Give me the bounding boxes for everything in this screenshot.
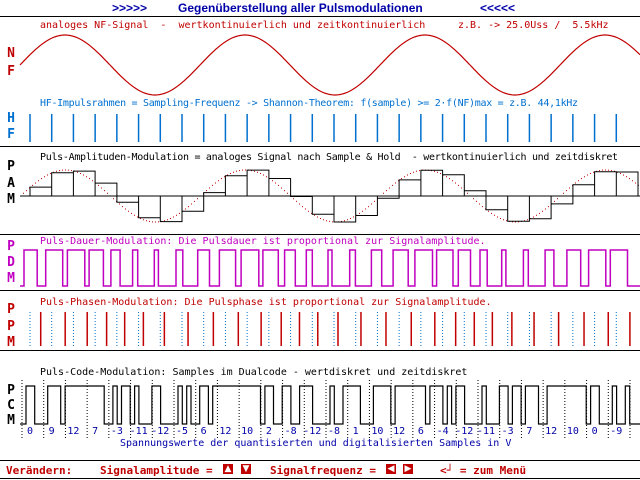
pam-label-3: M bbox=[7, 192, 15, 207]
hf-label-2: F bbox=[7, 127, 15, 142]
pcm-sample-value: -3 bbox=[110, 426, 123, 437]
divider bbox=[0, 350, 640, 351]
pcm-sample-value: -12 bbox=[455, 426, 474, 437]
pcm-sample-value: 10 bbox=[371, 426, 384, 437]
hf-description: HF-Impulsrahmen = Sampling-Frequenz -> S… bbox=[40, 98, 578, 109]
pam-description: Puls-Amplituden-Modulation = analoges Si… bbox=[40, 152, 618, 163]
menu-label[interactable]: <┘ = zum Menü bbox=[440, 464, 527, 477]
pam-samples bbox=[29, 169, 639, 223]
pcm-sample-value: 6 bbox=[417, 426, 424, 437]
pcm-sample-value: 1 bbox=[352, 426, 359, 437]
nf-sine-wave bbox=[19, 34, 640, 96]
pcm-sample-value: -9 bbox=[610, 426, 623, 437]
pcm-sample-value: 12 bbox=[67, 426, 80, 437]
arrow-left-icon[interactable]: ◀ bbox=[386, 464, 396, 474]
pcm-caption: Spannungswerte der quantisierten und dig… bbox=[120, 438, 512, 449]
pcm-sample-value: 7 bbox=[92, 426, 99, 437]
pdm-label-3: M bbox=[7, 271, 15, 286]
arrow-up-icon[interactable]: ▲ bbox=[223, 464, 233, 474]
arrow-down-icon[interactable]: ▼ bbox=[241, 464, 251, 474]
pcm-sample-value: -11 bbox=[129, 426, 148, 437]
pcm-bit-stream bbox=[20, 385, 640, 425]
arrow-right-icon[interactable]: ▶ bbox=[403, 464, 413, 474]
pcm-sample-value: -12 bbox=[303, 426, 322, 437]
nf-example: z.B. -> 25.0Uss / 5.5kHz bbox=[458, 20, 609, 31]
pdm-pulse-train bbox=[20, 249, 640, 287]
pcm-sample-value: -3 bbox=[501, 426, 514, 437]
pcm-sample-value: 2 bbox=[265, 426, 272, 437]
nf-label-2: F bbox=[7, 64, 15, 79]
pcm-sample-value: -8 bbox=[327, 426, 341, 437]
ppm-description: Puls-Phasen-Modulation: Die Pulsphase is… bbox=[40, 297, 492, 308]
pam-label-2: A bbox=[7, 176, 15, 191]
pcm-label-2: C bbox=[7, 398, 15, 413]
pcm-label-1: P bbox=[7, 383, 15, 398]
pcm-sample-value: 10 bbox=[241, 426, 254, 437]
pcm-sample-value: -4 bbox=[436, 426, 449, 437]
amplitude-label: Signalamplitude = bbox=[100, 464, 213, 477]
divider bbox=[0, 460, 640, 461]
title-right-marker: <<<<< bbox=[480, 1, 516, 15]
nf-label-1: N bbox=[7, 46, 15, 61]
nf-description: analoges NF-Signal - wertkontinuierlich … bbox=[40, 20, 426, 31]
title-bar: >>>>> Gegenüberstellung aller Pulsmodula… bbox=[0, 0, 640, 16]
pcm-sample-value: 9 bbox=[48, 426, 55, 437]
pcm-sample-value: 12 bbox=[219, 426, 232, 437]
ppm-label-2: P bbox=[7, 319, 15, 334]
pcm-sample-value: 0 bbox=[26, 426, 34, 437]
ppm-label-3: M bbox=[7, 335, 15, 350]
pcm-description: Puls-Code-Modulation: Samples im Dualcod… bbox=[40, 367, 468, 378]
pcm-sample-value: 12 bbox=[393, 426, 406, 437]
page-title: Gegenüberstellung aller Pulsmodulationen bbox=[178, 1, 423, 15]
pcm-sample-value: -8 bbox=[284, 426, 297, 437]
pcm-sample-value: 0 bbox=[591, 426, 598, 437]
pam-label-1: P bbox=[7, 159, 15, 174]
pdm-description: Puls-Dauer-Modulation: Die Pulsdauer ist… bbox=[40, 236, 486, 247]
pcm-sample-value: 12 bbox=[545, 426, 558, 437]
status-bar: Verändern: Signalamplitude = Signalfrequ… bbox=[0, 462, 640, 480]
pcm-sample-value: -12 bbox=[151, 426, 170, 437]
divider bbox=[0, 290, 640, 291]
pdm-label-1: P bbox=[7, 239, 15, 254]
divider bbox=[0, 478, 640, 479]
title-left-marker: >>>>> bbox=[112, 1, 148, 15]
hf-label-1: H bbox=[7, 111, 15, 126]
divider bbox=[0, 146, 640, 147]
pcm-sample-value: 6 bbox=[200, 426, 207, 437]
pcm-sample-value: 7 bbox=[526, 426, 533, 437]
pcm-label-3: M bbox=[7, 413, 15, 428]
frequency-label: Signalfrequenz = bbox=[270, 464, 376, 477]
pcm-sample-value: -11 bbox=[476, 426, 496, 437]
divider bbox=[0, 16, 640, 17]
change-label: Verändern: bbox=[6, 464, 73, 477]
pcm-sample-value: -5 bbox=[175, 426, 189, 437]
ppm-label-1: P bbox=[7, 302, 15, 317]
pcm-sample-value: 10 bbox=[566, 426, 579, 437]
divider bbox=[0, 234, 640, 235]
pdm-label-2: D bbox=[7, 255, 15, 270]
